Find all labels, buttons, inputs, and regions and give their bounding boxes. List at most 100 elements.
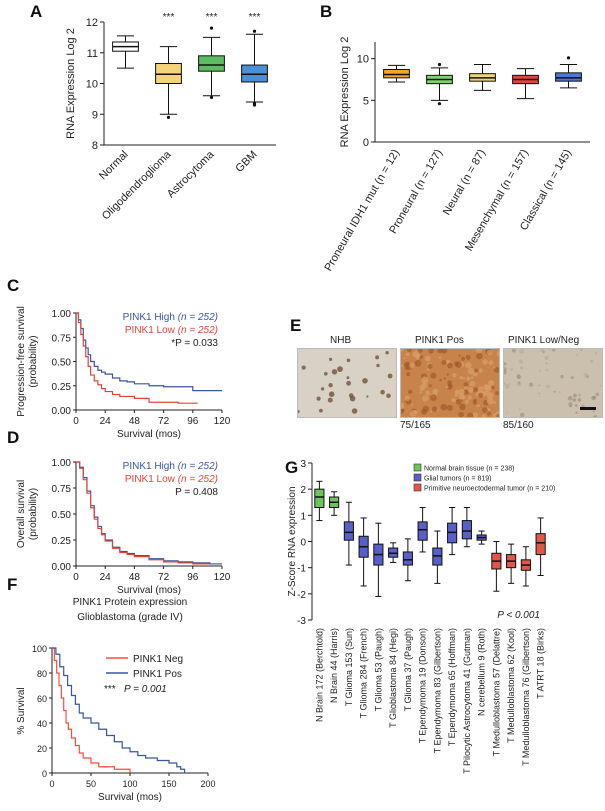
panel-b-y-tick-label: 5 (363, 95, 369, 107)
micrograph-cell (472, 412, 479, 417)
micrograph-cell (570, 376, 574, 380)
micrograph-cell (575, 411, 578, 414)
micrograph-cell (401, 408, 405, 412)
panel-g-y-tick-label: 2 (300, 485, 306, 496)
micrograph-cell (594, 351, 598, 355)
panel-c-x-tick-label: 96 (187, 416, 199, 427)
panel-g-category-label: N Brain 44 (Harris) (329, 628, 339, 703)
micrograph-cell (425, 390, 431, 396)
panel-g-box (314, 488, 325, 508)
micrograph-cell (465, 362, 472, 369)
micrograph-cell (478, 392, 484, 398)
micrograph-cell (518, 408, 521, 411)
panel-c-x-tick-label: 48 (129, 416, 141, 427)
micrograph-cell (467, 395, 472, 400)
panel-f-x-tick-label: 150 (161, 779, 176, 789)
micrograph-cell (508, 383, 511, 386)
micrograph-texture (298, 349, 396, 417)
panel-b-y-tick-label: 0 (363, 137, 369, 149)
micrograph-cell (458, 411, 464, 417)
micrograph-cell (518, 359, 523, 364)
micrograph-cell (440, 403, 448, 411)
micrograph-cell (577, 398, 582, 402)
micrograph-cell (592, 410, 595, 413)
panel-c-x-tick-label: 24 (100, 416, 112, 427)
micrograph-cell (592, 395, 597, 400)
micrograph-cell (421, 376, 429, 384)
micrograph-cell (559, 391, 561, 394)
micrograph-cell (577, 393, 582, 397)
micrograph-cell (486, 397, 494, 405)
panel-f-y-tick-label: 0 (42, 769, 47, 779)
micrograph-cell (441, 360, 447, 366)
micrograph-cell (401, 349, 404, 352)
panel-g-legend-swatch (413, 473, 422, 482)
micrograph-cell (484, 390, 489, 395)
micrograph-cell (545, 362, 548, 365)
panel-letter-d: D (7, 428, 20, 447)
micrograph-cell (487, 349, 493, 356)
panel-g-pvalue: P < 0.001 (497, 610, 540, 621)
panel-c-y-label-line2: (probability) (28, 335, 39, 387)
micrograph-cell (467, 412, 474, 417)
panel-a-category-label: GBM (233, 149, 259, 175)
panel-f-x-tick-label: 0 (49, 779, 54, 789)
panel-g-y-tick-label: 3 (300, 459, 306, 470)
micrograph-cell (446, 404, 453, 411)
panel-d-legend-n: (n = 252) (178, 461, 218, 472)
panel-g-category-label: T Glioma 284 (French) (359, 628, 369, 718)
micrograph-cell (576, 353, 579, 357)
micrograph-cell (467, 367, 474, 375)
micrograph-cell (460, 356, 466, 361)
panel-d-legend-name: PINK1 High (123, 461, 178, 472)
panel-g-category-label: T Glioma 37 (Paugh) (403, 628, 413, 711)
panel-a-category-label: Normal (97, 149, 131, 183)
micrograph-cell (492, 413, 497, 417)
panel-c-y-tick-label: 0.25 (52, 382, 72, 393)
micrograph-cell (329, 357, 333, 361)
micrograph-cell (458, 354, 461, 357)
micrograph-cell (430, 394, 437, 401)
panel-g-category-label: N Brain 172 (Berchtold) (314, 628, 324, 722)
panel-g-legend-swatch (413, 463, 422, 472)
micrograph-cell (567, 395, 573, 401)
micrograph-cell (459, 403, 466, 411)
micrograph-cell (477, 386, 484, 393)
micrograph-cell (474, 368, 479, 373)
micrograph-cell (414, 360, 422, 367)
micrograph-cell (560, 375, 564, 379)
panel-g-category-label: T Medulloblastoma 76 (Gilbertson) (521, 628, 531, 766)
micrograph-cell (337, 366, 343, 372)
panel-a-box (198, 55, 225, 72)
micrograph-cell (546, 384, 550, 389)
micrograph-cell (406, 349, 412, 353)
micrograph-cell (516, 374, 521, 379)
panel-g-legend-label: Primitive neuroectodermal tumor (n = 210… (424, 486, 555, 493)
panel-c-pvalue: *P = 0.033 (171, 338, 218, 349)
micrograph-cell (440, 349, 448, 354)
micrograph-cell (467, 387, 474, 393)
micrograph-cell (510, 368, 514, 371)
panel-letter-g: G (285, 458, 299, 477)
panel-c-x-label: Survival (mos) (117, 429, 181, 440)
scale-bar (580, 407, 596, 410)
panel-c-y-tick-label: 0.00 (52, 406, 72, 417)
micrograph-cell (520, 412, 525, 417)
micrograph-cell (427, 363, 433, 369)
panel-b-y-tick-label: 10 (357, 54, 369, 66)
micrograph-cell (422, 395, 429, 402)
micrograph-cell (331, 369, 338, 375)
micrograph-cell (600, 384, 602, 387)
panel-d-y-label-line1: Overall survival (16, 480, 27, 548)
micrograph-cell (404, 395, 410, 401)
panel-g-category-label: N cerebellum 9 (Roth) (477, 628, 487, 716)
panel-a-y-tick-label: 10 (86, 79, 98, 91)
panel-f-y-tick-label: 100 (32, 644, 47, 654)
panel-a-y-tick-label: 8 (92, 140, 98, 152)
micrograph-cell (409, 362, 415, 368)
panel-f-x-tick-label: 100 (122, 779, 137, 789)
micrograph-cell (421, 382, 428, 389)
micrograph-cell (478, 368, 483, 373)
micrograph-cell (401, 364, 404, 368)
